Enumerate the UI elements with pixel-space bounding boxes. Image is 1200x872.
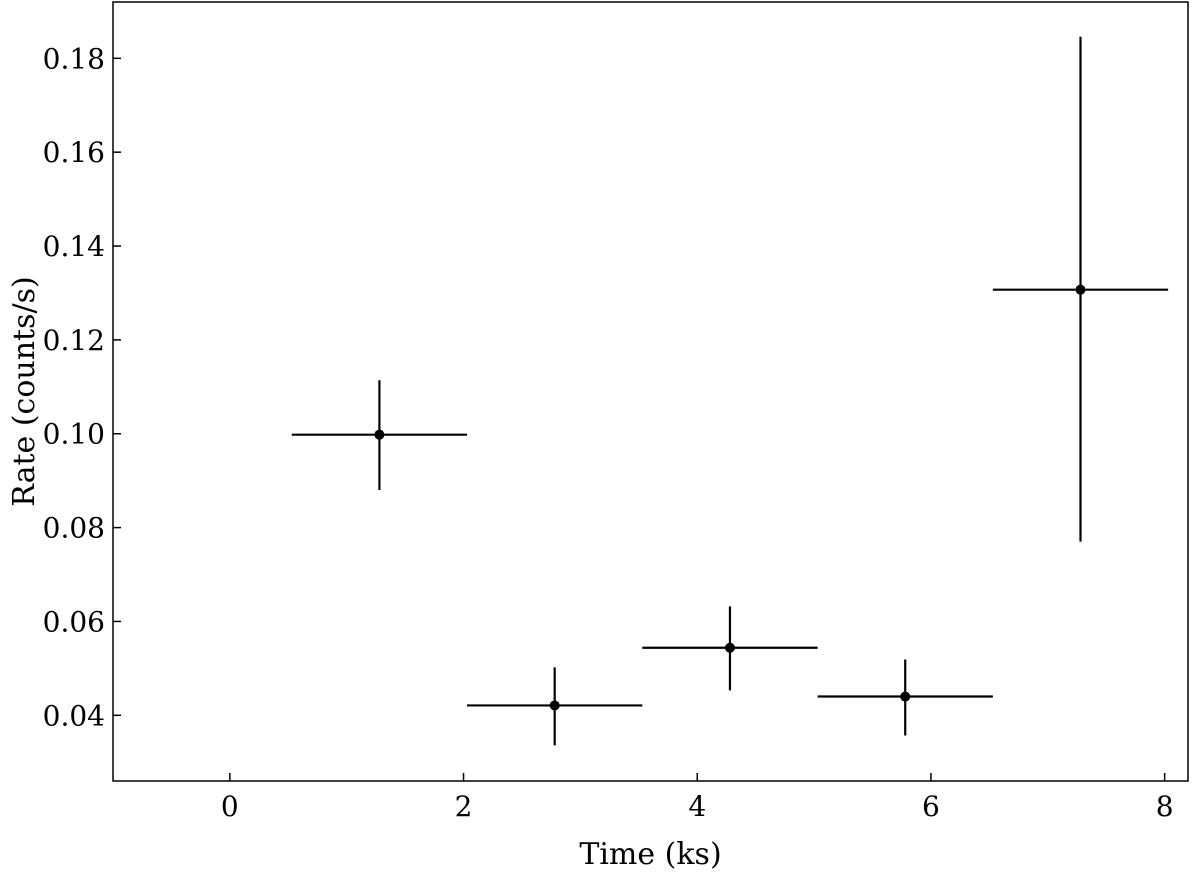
- y-tick-label: 0.14: [43, 230, 105, 263]
- data-point: [817, 659, 993, 736]
- y-tick-label: 0.06: [43, 605, 105, 638]
- data-marker: [724, 642, 735, 653]
- data-points-group: [291, 36, 1169, 746]
- y-tick-label: 0.08: [43, 512, 105, 545]
- data-marker: [374, 429, 385, 440]
- x-tick-label: 6: [922, 790, 940, 823]
- y-tick-label: 0.16: [43, 136, 105, 169]
- data-marker: [900, 691, 911, 702]
- data-point: [992, 36, 1169, 542]
- x-tick-label: 4: [688, 790, 706, 823]
- x-tick-label: 0: [221, 790, 239, 823]
- plot-frame: [112, 1, 1189, 782]
- x-tick-label: 2: [455, 790, 473, 823]
- data-point: [642, 606, 818, 691]
- y-tick-label: 0.12: [43, 324, 105, 357]
- y-tick-label: 0.18: [43, 42, 105, 75]
- y-tick-label: 0.10: [43, 418, 105, 451]
- data-marker: [549, 700, 560, 711]
- data-marker: [1075, 284, 1086, 295]
- data-point: [291, 380, 468, 491]
- x-tick-label: 8: [1156, 790, 1174, 823]
- data-point: [467, 667, 643, 746]
- y-axis-label: Rate (counts/s): [7, 276, 42, 506]
- ticks-group: 0 2 4 6 8 0.04 0.06 0.08 0.10 0.12 0.14 0.16 0.18: [43, 42, 1174, 823]
- x-axis-label: Time (ks): [579, 837, 721, 872]
- y-tick-label: 0.04: [43, 699, 105, 732]
